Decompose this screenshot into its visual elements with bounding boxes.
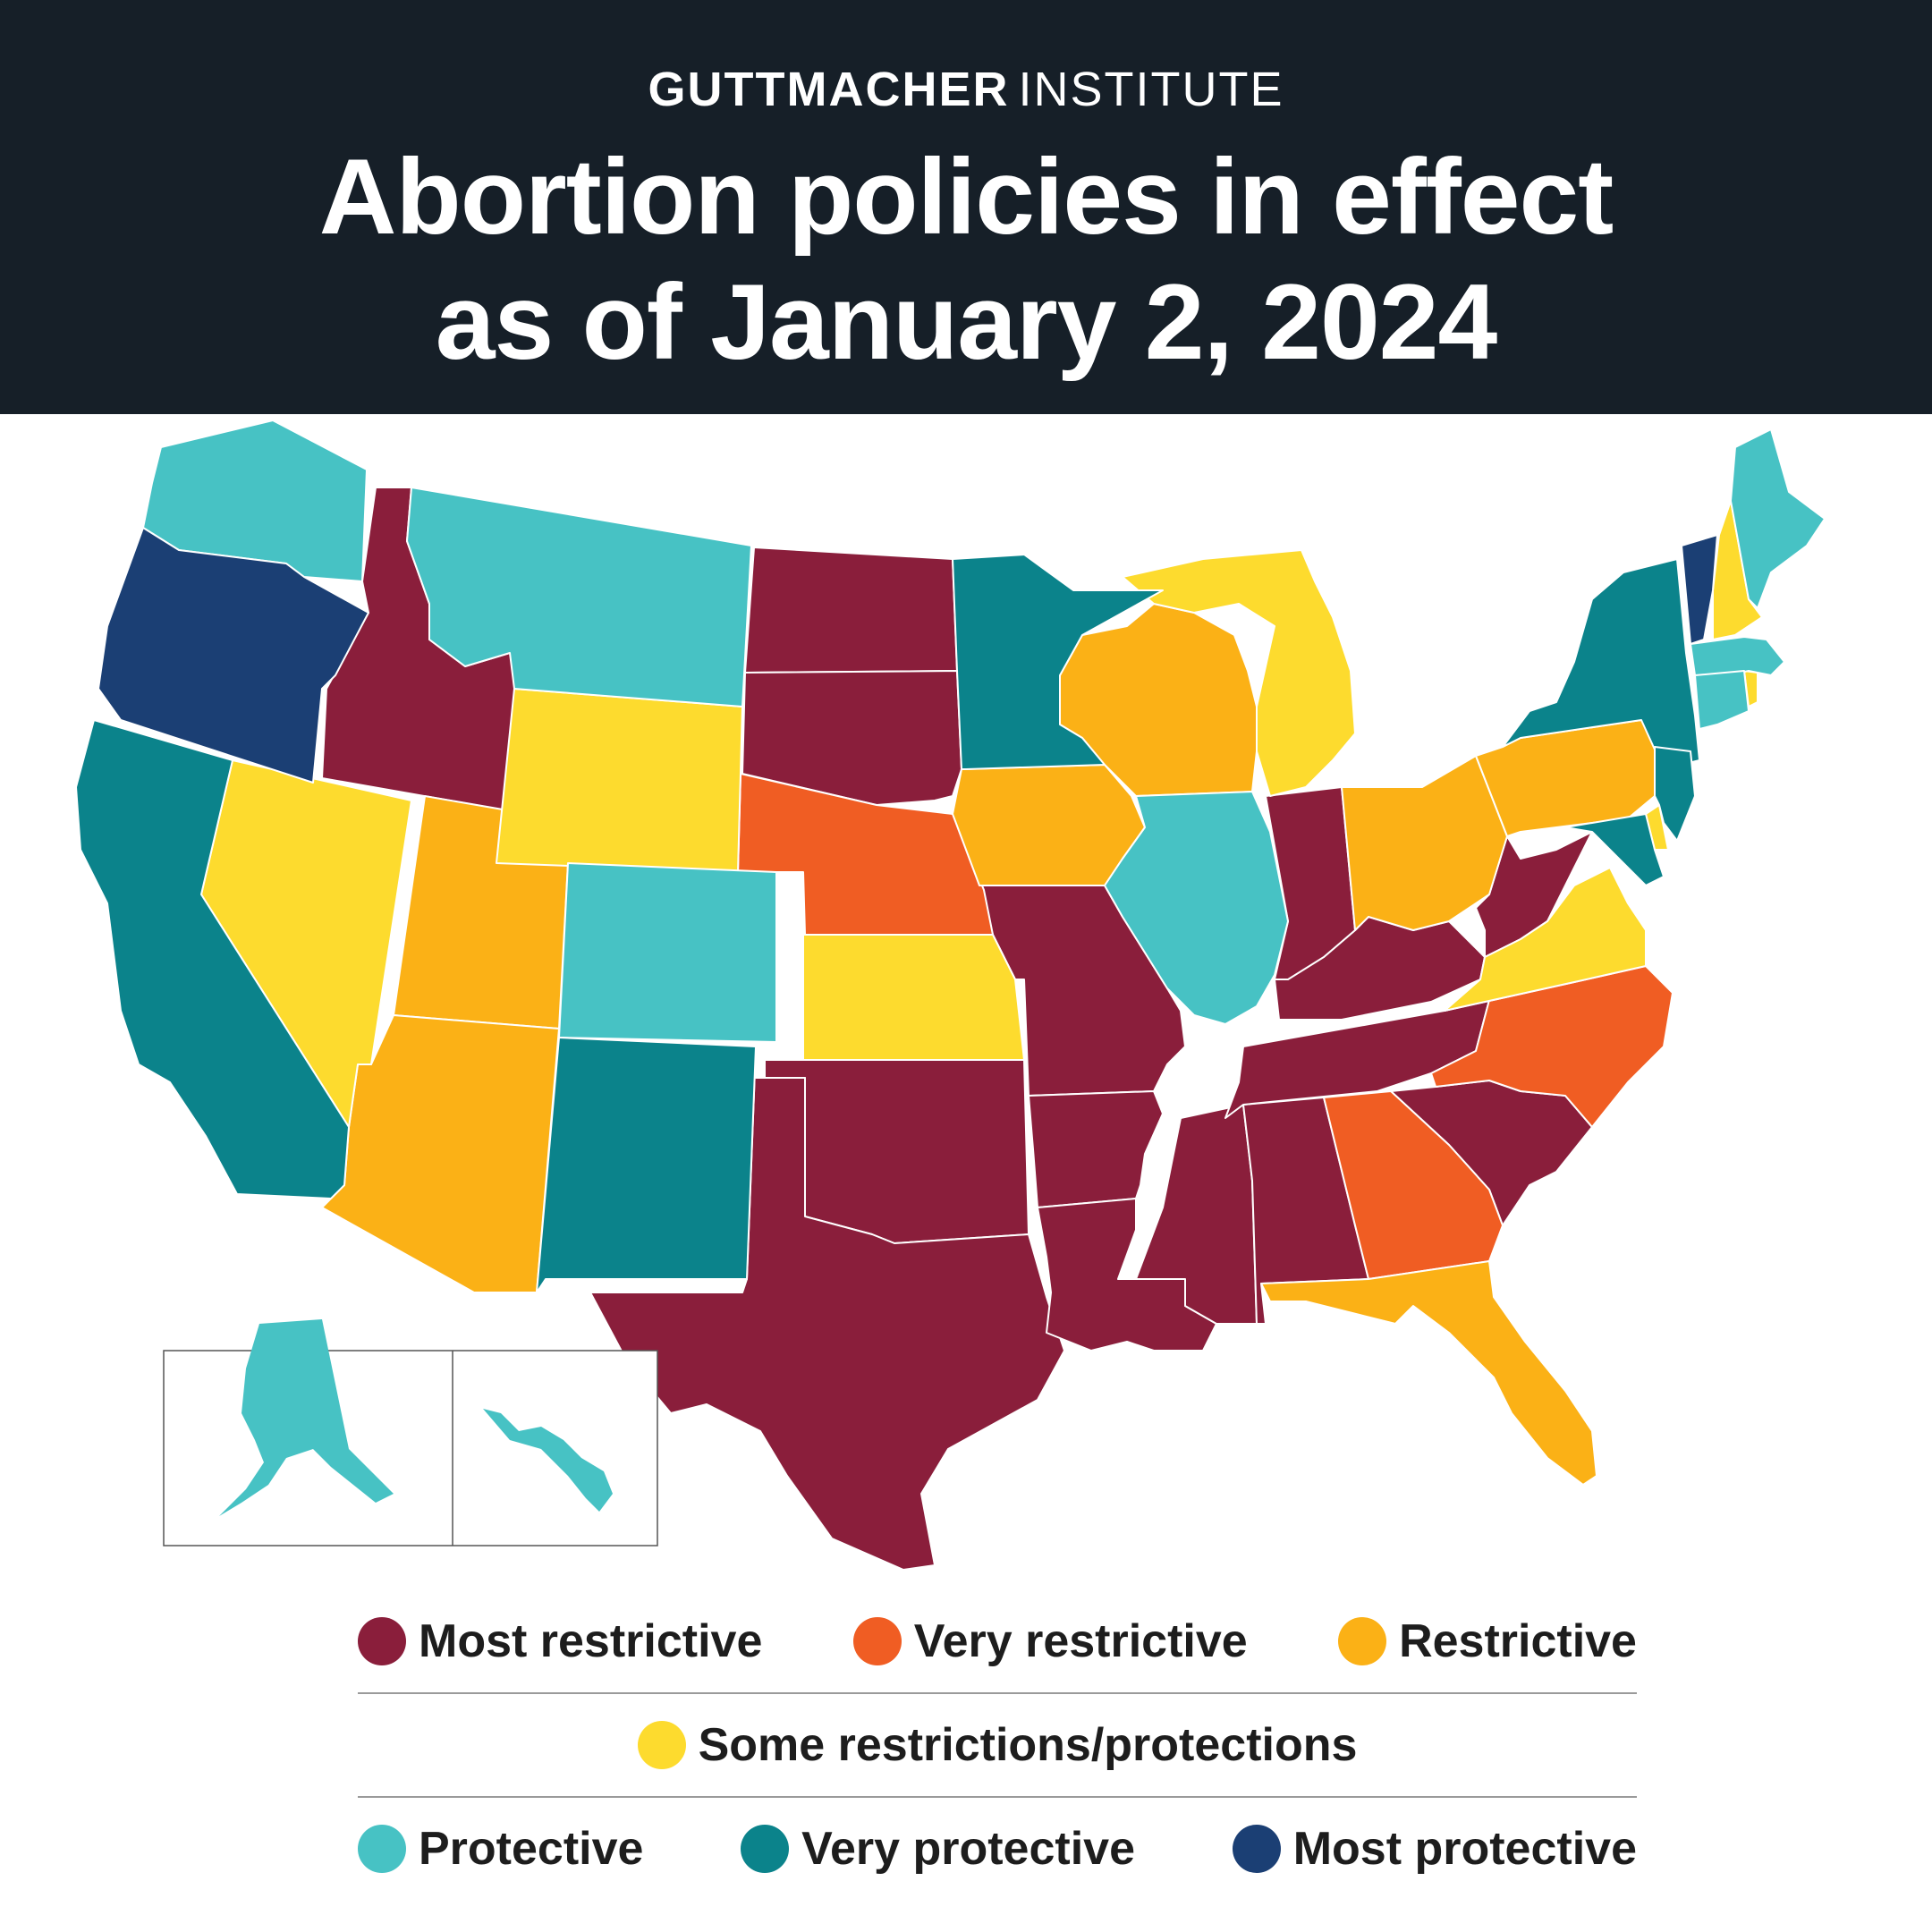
legend-label: Very protective (801, 1823, 1136, 1875)
state-ca (75, 719, 350, 1199)
inset-frame (163, 1350, 658, 1546)
state-ct (1694, 670, 1750, 730)
state-il (1104, 791, 1289, 1025)
legend-divider (358, 1796, 1637, 1798)
state-wy (496, 688, 743, 873)
legend-swatch (741, 1825, 790, 1873)
state-ks (802, 934, 1025, 1061)
legend-row-protective: Protective Very protective Most protective (358, 1809, 1637, 1889)
state-mn (952, 554, 1164, 770)
legend-label: Some restrictions/protections (698, 1719, 1358, 1771)
state-nm (536, 1037, 757, 1293)
state-or (97, 527, 369, 784)
title-line-2: as of January 2, 2024 (435, 262, 1497, 382)
state-fl (1260, 1260, 1597, 1486)
state-me (1730, 428, 1826, 609)
state-ga (1323, 1090, 1504, 1280)
state-nc (1430, 965, 1674, 1128)
state-va (1444, 867, 1647, 1012)
brand-logo: GUTTMACHER INSTITUTE (0, 63, 1932, 116)
state-ar (1028, 1090, 1164, 1208)
state-la (1037, 1198, 1217, 1352)
legend-item: Most protective (1232, 1822, 1637, 1876)
state-co (558, 862, 777, 1043)
legend-label: Most protective (1292, 1823, 1637, 1875)
legend-row-restrictive: Most restrictive Very restrictive Restrict… (358, 1601, 1637, 1682)
state-ak (219, 1319, 394, 1516)
legend-swatch (358, 1825, 406, 1873)
legend: Most restrictive Very restrictive Restrict… (358, 1601, 1637, 1889)
state-oh (1341, 755, 1508, 931)
page-title: Abortion policies in effect as of Januar… (0, 134, 1932, 385)
legend-label: Most restrictive (419, 1615, 763, 1667)
legend-item: Some restrictions/protections (637, 1718, 1358, 1772)
legend-swatch (852, 1617, 902, 1665)
state-mi (1122, 549, 1356, 797)
state-vt (1681, 534, 1718, 645)
legend-swatch (358, 1617, 406, 1665)
legend-label: Very restrictive (913, 1615, 1248, 1667)
us-map (54, 420, 1878, 1583)
legend-item: Restrictive (1338, 1614, 1637, 1668)
legend-item: Very protective (741, 1822, 1135, 1876)
legend-item: Protective (358, 1822, 643, 1876)
state-hi (483, 1409, 613, 1512)
state-mt (406, 487, 752, 708)
state-nd (744, 547, 958, 674)
legend-swatch (637, 1721, 686, 1769)
state-ny (1502, 558, 1700, 770)
state-tx (589, 1046, 1065, 1571)
legend-item: Very restrictive (852, 1614, 1248, 1668)
legend-swatch (1232, 1825, 1281, 1873)
legend-item: Most restrictive (358, 1614, 762, 1668)
header-banner: GUTTMACHER INSTITUTE Abortion policies in… (0, 0, 1932, 414)
legend-swatch (1338, 1617, 1387, 1665)
us-map-svg (75, 420, 1826, 1571)
legend-divider (358, 1692, 1637, 1694)
state-md (1564, 813, 1665, 886)
legend-row-neutral: Some restrictions/protections (358, 1705, 1637, 1785)
title-line-1: Abortion policies in effect (318, 137, 1614, 257)
legend-label: Restrictive (1399, 1615, 1637, 1667)
state-nj (1654, 746, 1696, 842)
brand-name: GUTTMACHER (648, 63, 1010, 116)
brand-suffix: INSTITUTE (1018, 63, 1284, 116)
legend-label: Protective (419, 1823, 644, 1875)
